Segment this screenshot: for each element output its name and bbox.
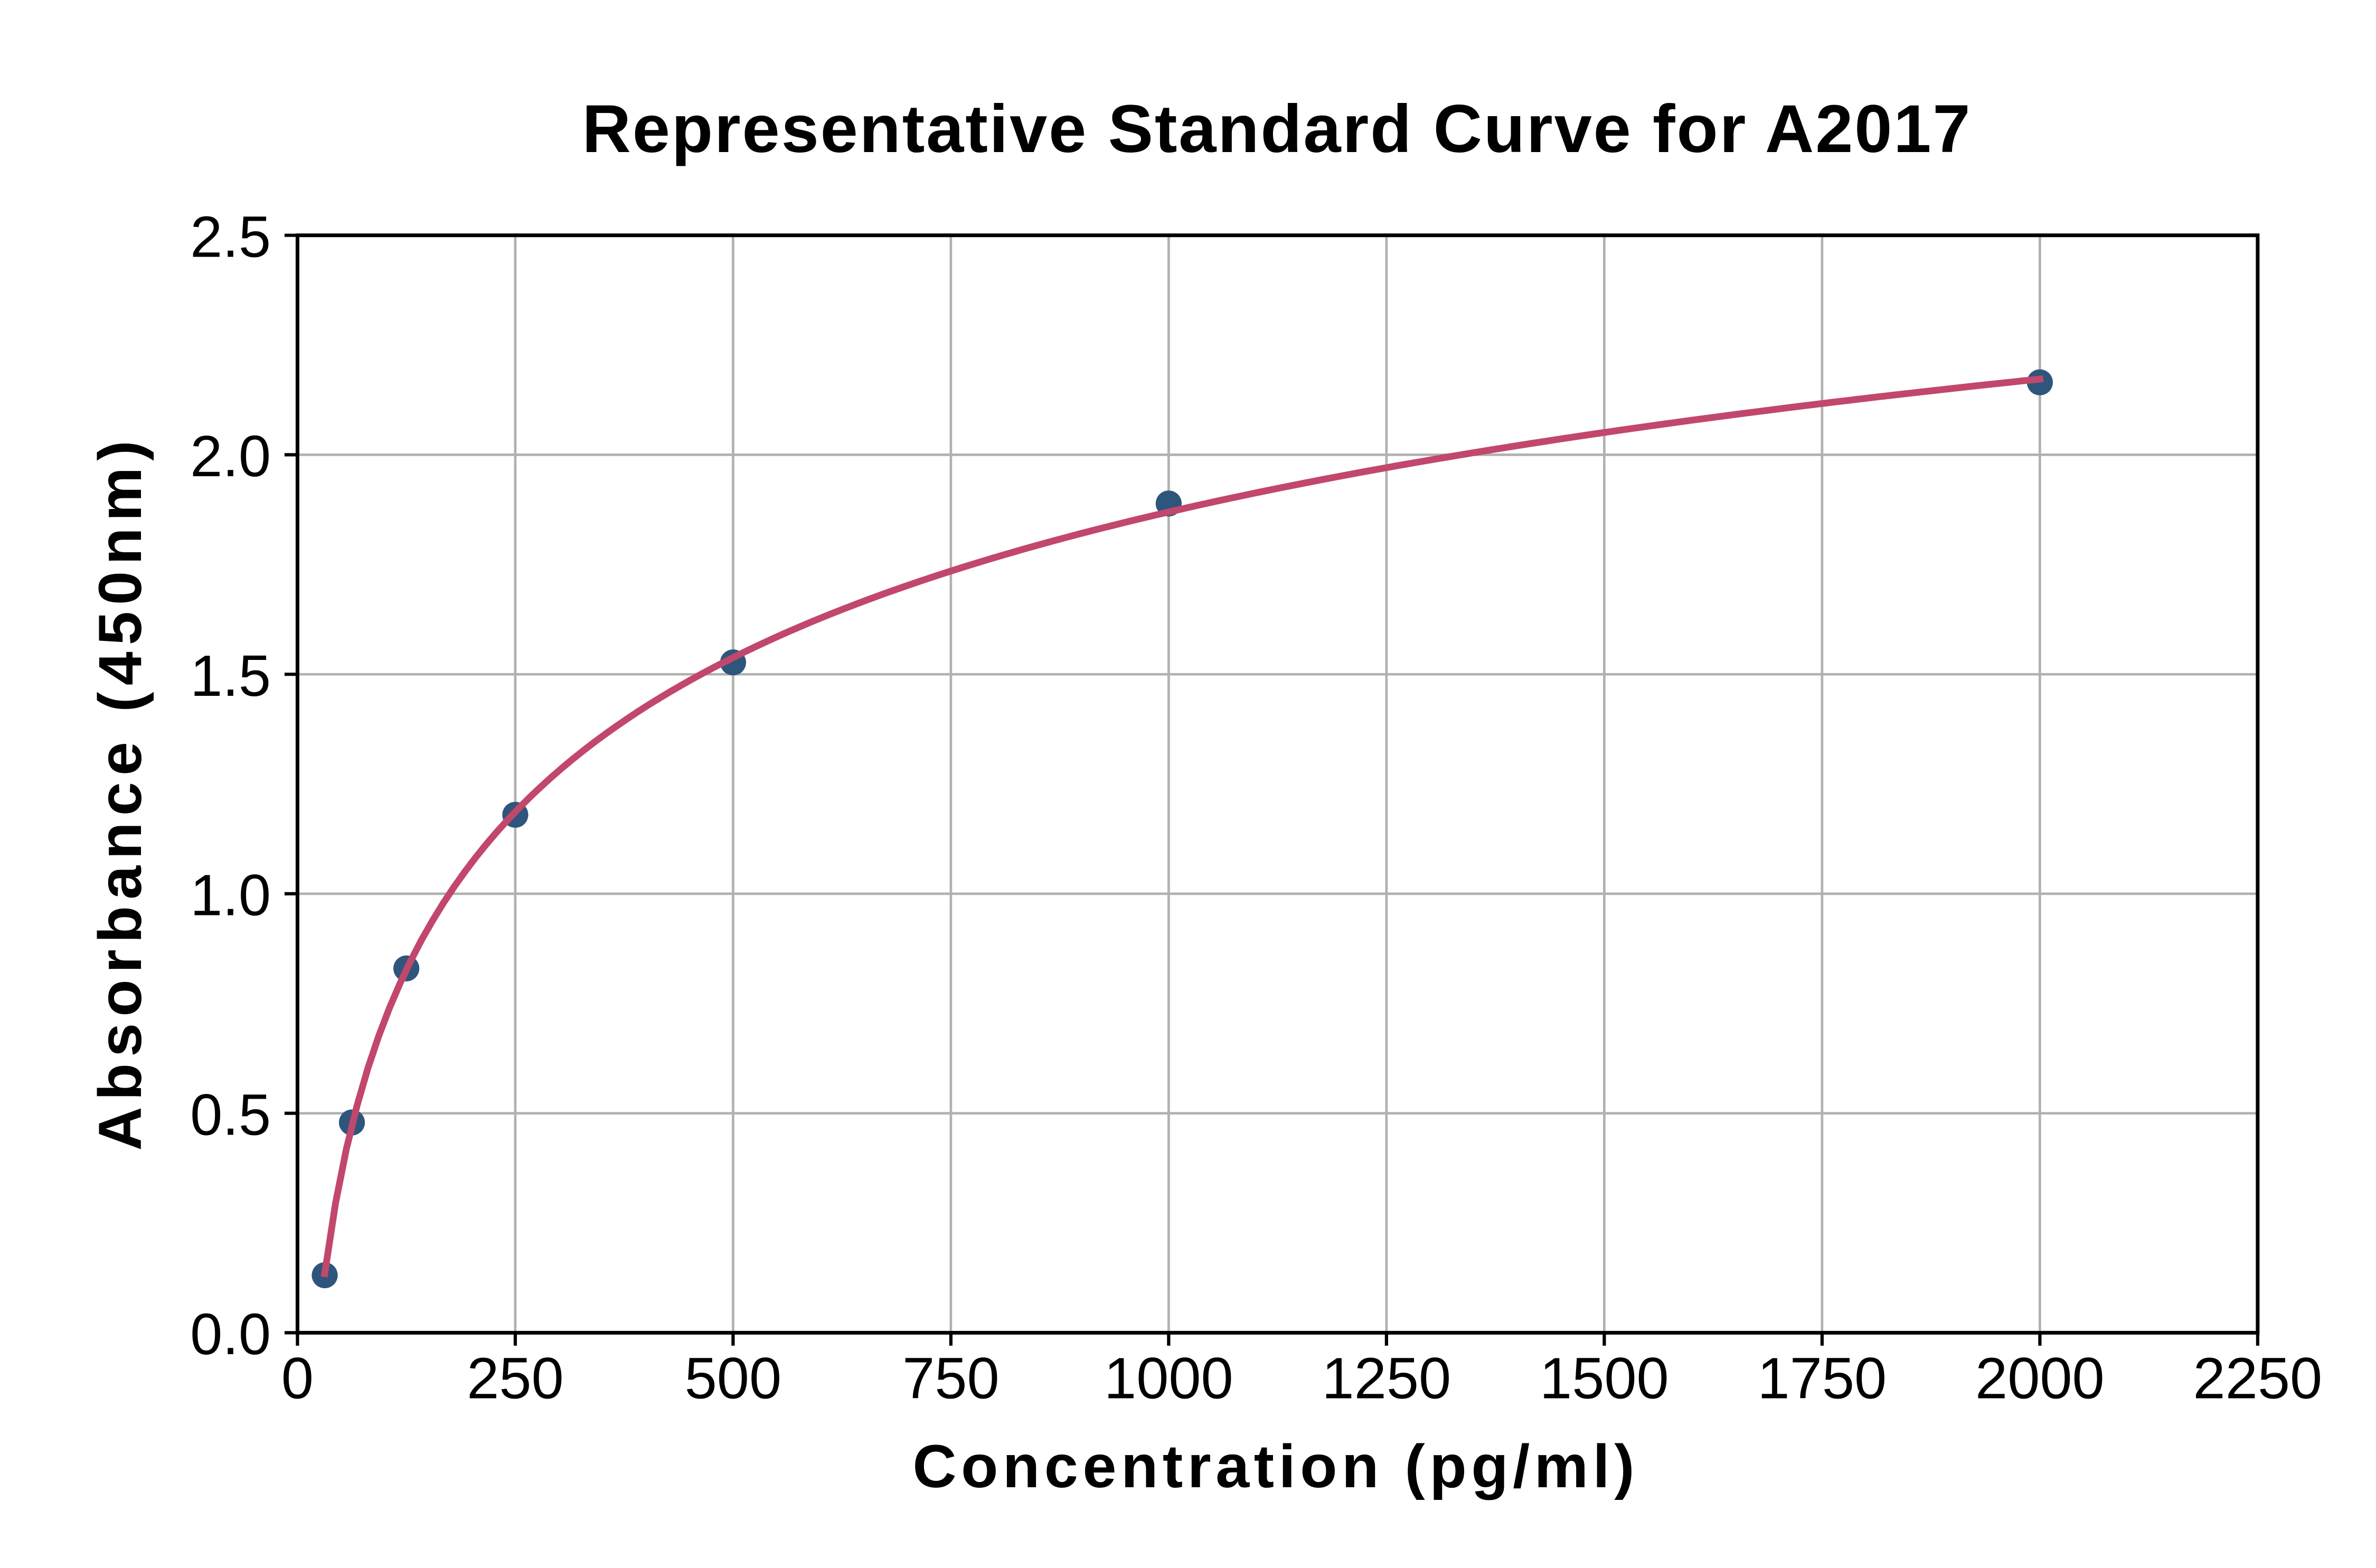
svg-text:1250: 1250 bbox=[1322, 1346, 1451, 1411]
svg-text:750: 750 bbox=[902, 1346, 1000, 1411]
svg-text:1.0: 1.0 bbox=[190, 863, 271, 928]
svg-text:0: 0 bbox=[281, 1346, 314, 1411]
svg-text:500: 500 bbox=[685, 1346, 782, 1411]
svg-text:1000: 1000 bbox=[1104, 1346, 1233, 1411]
svg-text:2.0: 2.0 bbox=[190, 424, 271, 489]
svg-text:2.5: 2.5 bbox=[190, 205, 271, 270]
svg-text:1500: 1500 bbox=[1540, 1346, 1669, 1411]
svg-text:1750: 1750 bbox=[1758, 1346, 1887, 1411]
svg-text:1.5: 1.5 bbox=[190, 644, 271, 709]
svg-text:2000: 2000 bbox=[1975, 1346, 2105, 1411]
svg-text:Concentration (pg/ml): Concentration (pg/ml) bbox=[913, 1433, 1635, 1500]
svg-text:Representative Standard Curve: Representative Standard Curve for A2017 bbox=[582, 91, 1970, 167]
svg-text:2250: 2250 bbox=[2193, 1346, 2323, 1411]
svg-text:250: 250 bbox=[467, 1346, 564, 1411]
svg-text:0.0: 0.0 bbox=[190, 1302, 271, 1367]
svg-text:Absorbance (450nm): Absorbance (450nm) bbox=[87, 441, 154, 1151]
svg-text:0.5: 0.5 bbox=[190, 1083, 271, 1148]
